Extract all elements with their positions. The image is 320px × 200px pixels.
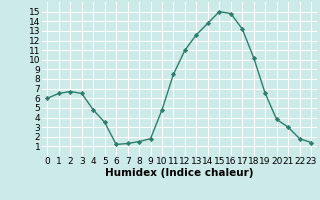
X-axis label: Humidex (Indice chaleur): Humidex (Indice chaleur) — [105, 168, 253, 178]
